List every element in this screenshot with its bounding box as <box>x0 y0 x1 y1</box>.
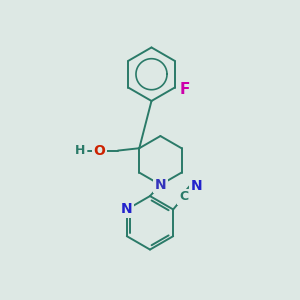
Text: O: O <box>94 144 105 158</box>
Text: N: N <box>191 179 203 193</box>
Text: N: N <box>154 178 166 192</box>
Text: N: N <box>121 202 133 216</box>
Text: C: C <box>179 190 188 203</box>
Text: F: F <box>180 82 190 97</box>
Text: H: H <box>75 144 86 157</box>
